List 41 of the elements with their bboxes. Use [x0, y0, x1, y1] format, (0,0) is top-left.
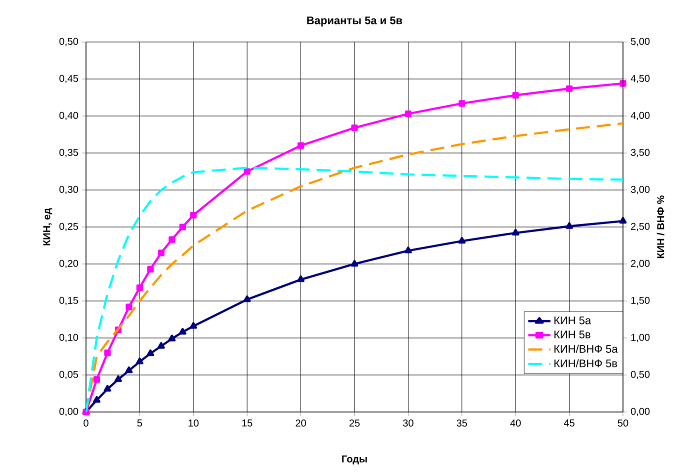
x-tick-label: 5 — [137, 420, 142, 426]
y2-tick-label: 0,50 — [630, 370, 650, 380]
y2-tick-label: 2,50 — [631, 222, 650, 232]
x-tick-label: 45 — [564, 420, 574, 426]
x-tick-label: 15 — [242, 420, 252, 426]
y2-tick-label: 4,50 — [630, 74, 650, 84]
x-axis-title: Годы — [342, 455, 367, 464]
y-tick-label: 0,20 — [59, 260, 78, 268]
y-tick-label: 0,45 — [59, 74, 78, 84]
y2-tick-label: 4,00 — [630, 112, 650, 120]
legend-label: КИН/ВНФ 5а — [554, 344, 618, 353]
y-tick-label: 0,10 — [59, 334, 78, 342]
y2-tick-label: 3,50 — [630, 148, 650, 158]
y2-tick-label: 2,00 — [631, 260, 650, 268]
chart-title: Варианты 5а и 5в — [307, 16, 402, 26]
x-tick-label: 40 — [510, 420, 521, 427]
y2-tick-label: 3,00 — [630, 186, 650, 194]
y-tick-label: 0,35 — [59, 148, 78, 158]
y-tick-label: 0,40 — [59, 112, 78, 120]
y-tick-label: 0,15 — [59, 296, 78, 306]
y-tick-label: 0,30 — [59, 186, 78, 194]
y2-axis-title: КИН / ВНФ % — [656, 196, 664, 258]
x-tick-label: 20 — [296, 420, 306, 427]
y-tick-label: 0,50 — [59, 38, 78, 46]
x-tick-label: 30 — [403, 420, 414, 427]
x-tick-label: 35 — [456, 420, 468, 427]
legend-label: КИН 5в — [554, 330, 590, 338]
legend-label: КИН/ВНФ 5в — [554, 359, 618, 368]
y-axis-title: КИН, ед — [43, 208, 52, 246]
x-tick-label: 10 — [188, 420, 199, 427]
y-tick-label: 0,00 — [59, 408, 78, 416]
y2-tick-label: 0,00 — [630, 408, 650, 416]
x-tick-label: 25 — [349, 420, 360, 427]
x-tick-label: 50 — [618, 420, 628, 427]
x-tick-label: 0 — [84, 420, 88, 427]
y2-tick-label: 5,00 — [630, 38, 650, 46]
y-tick-label: 0,05 — [59, 370, 78, 380]
y2-tick-label: 1,00 — [631, 334, 650, 342]
y2-tick-label: 1,50 — [631, 296, 650, 306]
y-tick-label: 0,25 — [59, 222, 78, 232]
legend-label: КИН 5а — [554, 316, 592, 324]
